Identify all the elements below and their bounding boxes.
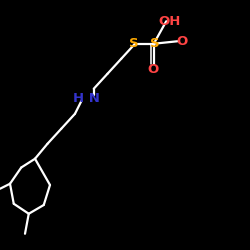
Text: O: O — [176, 35, 188, 48]
Text: O: O — [147, 63, 158, 76]
Text: S: S — [129, 37, 138, 50]
Text: H N: H N — [73, 92, 100, 105]
Text: OH: OH — [159, 15, 181, 28]
Text: S: S — [150, 37, 160, 50]
